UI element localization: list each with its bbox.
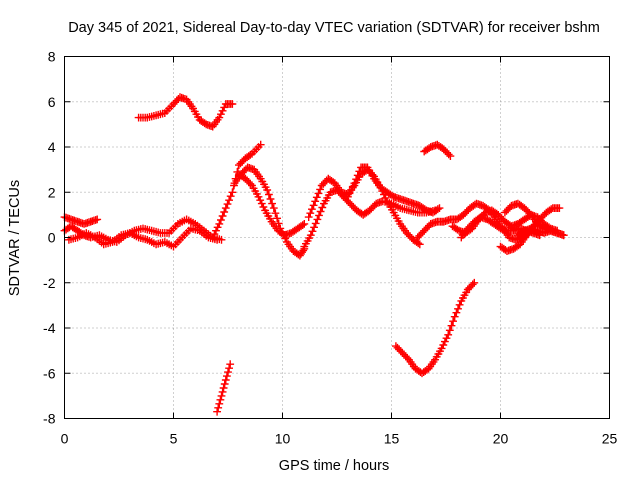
y-tick-label: -4 [43, 320, 56, 336]
data-point-marker [213, 407, 221, 416]
data-point-marker [447, 321, 456, 330]
data-point-marker [225, 196, 233, 205]
data-point-marker [555, 204, 564, 212]
series-arc4 [134, 93, 237, 131]
data-point-marker [218, 388, 227, 396]
data-point-marker [271, 209, 280, 218]
axis-ticks: 0 5 10 15 20 25 -8 -6 -4 -2 0 2 4 6 8 [43, 49, 617, 447]
data-point-marker [215, 399, 224, 408]
data-point-marker [269, 204, 278, 212]
y-tick-label: 6 [48, 94, 56, 110]
x-tick-label: 10 [275, 431, 291, 447]
y-tick-label: -6 [43, 365, 56, 381]
data-point-marker [217, 216, 225, 224]
data-point-marker [226, 192, 235, 201]
data-point-marker [309, 201, 318, 210]
data-point-marker [308, 227, 317, 236]
data-point-marker [311, 197, 320, 206]
y-tick-label: 4 [48, 139, 56, 155]
data-point-marker [316, 207, 325, 216]
y-tick-label: 8 [48, 49, 56, 65]
data-point-marker [559, 231, 568, 240]
data-point-marker [306, 209, 315, 218]
data-point-marker [454, 304, 462, 313]
y-tick-label: -8 [43, 411, 56, 427]
data-point-marker [256, 140, 265, 149]
data-point-marker [228, 100, 237, 108]
series-arc12 [420, 140, 455, 160]
data-point-marker [300, 220, 309, 228]
x-tick-label: 0 [61, 431, 69, 447]
data-point-marker [219, 384, 228, 392]
data-point-marker [265, 190, 273, 199]
x-tick-label: 15 [384, 431, 400, 447]
data-point-marker [444, 330, 453, 339]
data-point-marker [218, 212, 227, 220]
series-arc5 [213, 360, 235, 416]
data-point-marker [223, 200, 232, 208]
data-point-marker [449, 317, 457, 326]
data-point-marker [217, 392, 226, 400]
x-axis-label: GPS time / hours [279, 458, 389, 474]
series-arc11 [344, 163, 444, 217]
chart-title: Day 345 of 2021, Sidereal Day-to-day VTE… [68, 20, 600, 36]
data-point-marker [93, 215, 102, 224]
data-point-marker [268, 199, 276, 208]
data-point-marker [304, 213, 313, 221]
series-arc19 [514, 224, 568, 240]
data-point-marker [220, 380, 229, 388]
data-point-marker [314, 189, 323, 198]
data-point-marker [313, 215, 322, 224]
data-point-marker [470, 278, 479, 287]
x-tick-label: 20 [493, 431, 509, 447]
data-point-marker [350, 179, 359, 188]
data-point-marker [266, 195, 275, 203]
series-arc13 [392, 278, 479, 378]
x-tick-label: 25 [602, 431, 618, 447]
data-point-marker [213, 235, 221, 244]
data-point-marker [221, 376, 230, 384]
data-point-marker [214, 403, 223, 412]
data-point-marker [353, 171, 362, 180]
series-arc8 [235, 170, 309, 240]
data-point-marker [228, 188, 237, 197]
data-point-marker [415, 240, 424, 249]
series-arc3 [65, 224, 221, 251]
y-tick-label: -2 [43, 275, 56, 291]
data-point-marker [221, 204, 230, 212]
data-point-marker [216, 395, 225, 404]
y-axis-label: SDTVAR / TECUs [7, 180, 23, 296]
series-arc9 [300, 186, 439, 251]
data-point-marker [223, 372, 231, 380]
x-tick-label: 5 [170, 431, 178, 447]
data-point-marker [435, 204, 444, 212]
y-tick-label: 2 [48, 184, 56, 200]
data-point-marker [224, 368, 232, 376]
data-point-marker [445, 326, 454, 335]
data-point-marker [446, 152, 455, 160]
y-tick-label: 0 [48, 230, 56, 246]
data-point-marker [226, 360, 235, 369]
data-point-marker [225, 364, 233, 373]
data-point-marker [311, 219, 320, 228]
series-arc1 [60, 213, 102, 228]
data-series [60, 93, 568, 416]
data-point-marker [273, 214, 281, 223]
data-point-marker [450, 312, 459, 321]
data-point-marker [263, 186, 272, 194]
